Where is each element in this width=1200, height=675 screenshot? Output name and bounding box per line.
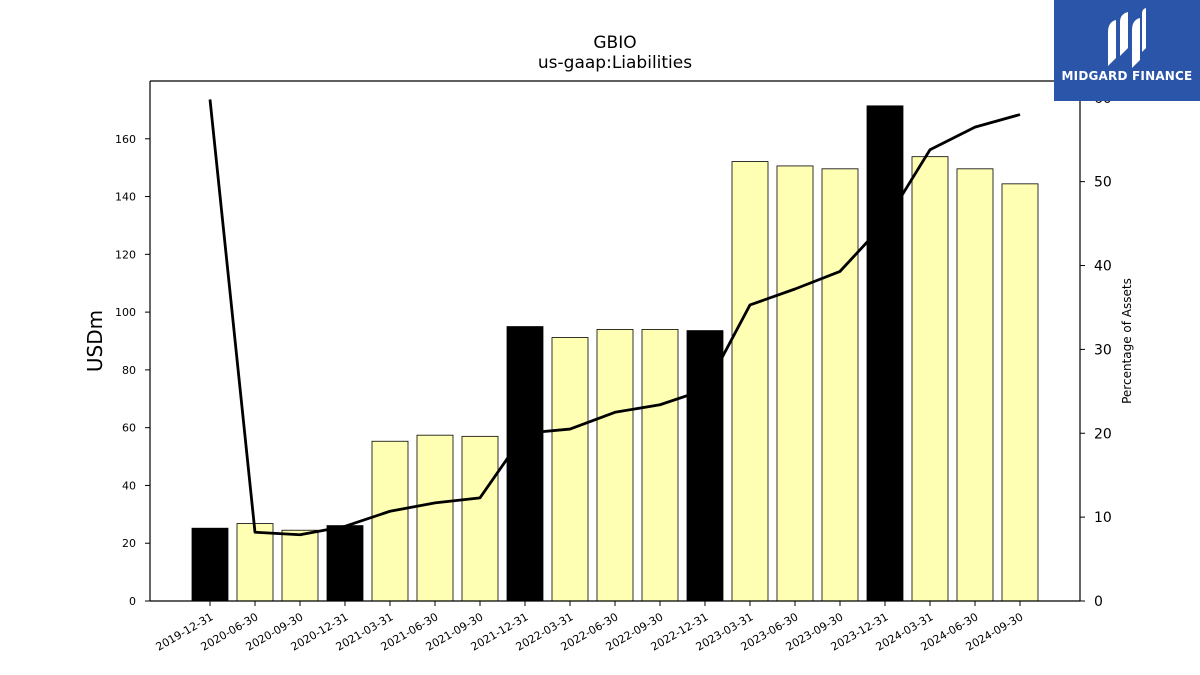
chart-title: GBIO	[593, 33, 636, 53]
bar-2020-09-30	[281, 529, 319, 602]
left-axis-ticks: 0 20 40 60 80 100 120 140 160	[115, 133, 150, 608]
bar-2024-09-30	[1001, 183, 1039, 602]
y-tick-label: 80	[122, 364, 136, 377]
bar-2020-06-30	[236, 523, 274, 602]
bar-2022-03-31	[551, 337, 589, 602]
percentage-line	[208, 99, 1021, 537]
y-tick-label: 60	[122, 422, 136, 435]
y-tick-label: 140	[115, 191, 136, 204]
bar-2022-12-31	[686, 330, 724, 602]
y-tick-label: 100	[115, 306, 136, 319]
bar-2021-03-31	[371, 440, 409, 602]
bar-2021-09-30	[461, 435, 499, 602]
brand-logo: MIDGARD FINANCE	[1054, 0, 1200, 101]
right-axis-ticks: 0102030405060	[1080, 91, 1112, 610]
chart-subtitle: us-gaap:Liabilities	[538, 53, 692, 73]
bar-2023-06-30	[776, 165, 814, 602]
y-right-tick-label: 40	[1094, 259, 1112, 275]
bar-series	[191, 105, 1039, 602]
y-right-tick-label: 20	[1094, 426, 1112, 442]
brand-name: MIDGARD FINANCE	[1061, 69, 1193, 83]
bar-2024-03-31	[911, 156, 949, 602]
y-right-tick-label: 50	[1094, 175, 1112, 191]
bar-2021-06-30	[416, 434, 454, 602]
bar-2021-12-31	[506, 326, 544, 602]
y-right-tick-label: 0	[1094, 594, 1103, 610]
percentage-line-series	[208, 99, 1021, 537]
bar-2023-09-30	[821, 168, 859, 602]
y-tick-label: 20	[122, 537, 136, 550]
midgard-logo-icon	[1108, 8, 1146, 68]
bar-2020-12-31	[326, 525, 364, 602]
y-axis-label: USDm	[83, 310, 107, 372]
bar-2024-06-30	[956, 168, 994, 602]
bar-2022-09-30	[641, 329, 679, 602]
y-axis-right-label: Percentage of Assets	[1120, 278, 1134, 404]
y-tick-label: 160	[115, 133, 136, 146]
bar-2023-12-31	[866, 105, 904, 602]
bar-2023-03-31	[731, 161, 769, 602]
y-right-tick-label: 30	[1094, 342, 1112, 358]
y-tick-label: 120	[115, 248, 136, 261]
y-right-tick-label: 10	[1094, 510, 1112, 526]
y-tick-label: 0	[129, 595, 136, 608]
x-axis-ticks: 2019-12-312020-06-302020-09-302020-12-31…	[154, 601, 1026, 654]
bar-2022-06-30	[596, 329, 634, 602]
y-tick-label: 40	[122, 479, 136, 492]
bar-2019-12-31	[191, 527, 229, 602]
